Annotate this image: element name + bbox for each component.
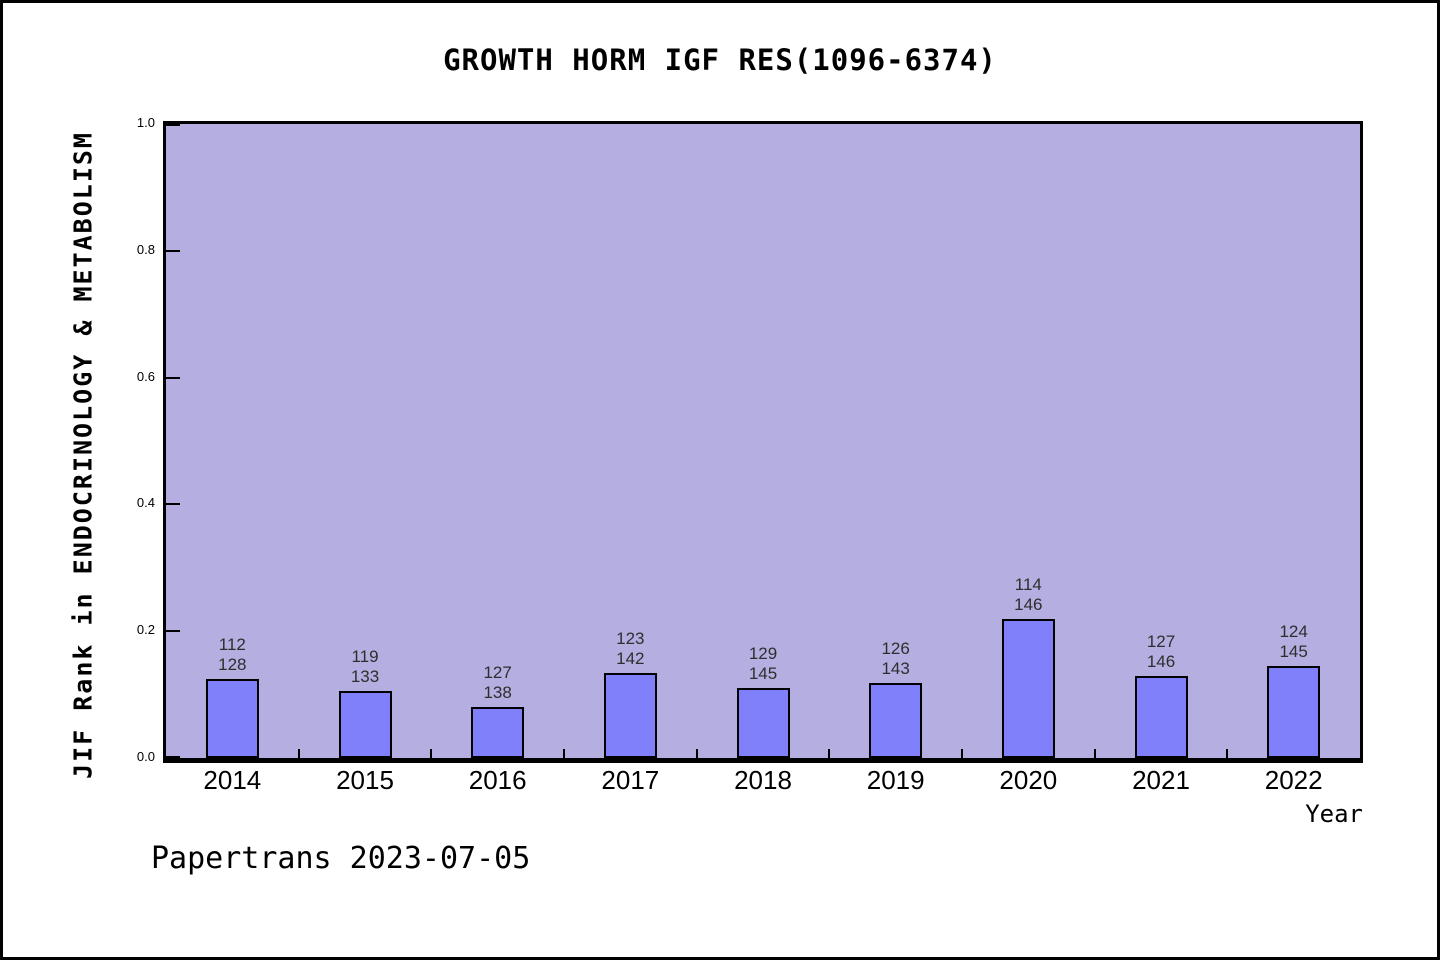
bar-2018: [736, 688, 790, 758]
y-tick-mark: [166, 756, 180, 758]
footer-watermark: Papertrans 2023-07-05: [151, 841, 531, 876]
x-axis-label: Year: [1305, 800, 1363, 828]
y-axis-label: JIF Rank in ENDOCRINOLOGY & METABOLISM: [68, 131, 98, 779]
bar-2022: [1267, 666, 1321, 758]
year-label-2020: 2020: [999, 765, 1058, 795]
x-tick-mark: [297, 749, 300, 758]
y-tick-label: 0.8: [136, 241, 155, 257]
x-tick-mark: [1093, 749, 1096, 758]
y-tick-mark: [166, 250, 180, 252]
year-label-2015: 2015: [336, 765, 394, 795]
bar-2017: [603, 673, 657, 758]
y-tick-mark: [166, 630, 180, 632]
plot-area: 112 128 119 133 127 138 123 142 129 145 126 1…: [163, 121, 1363, 763]
y-tick-mark: [166, 503, 180, 505]
bar-2014: [205, 679, 259, 758]
year-label-2019: 2019: [866, 765, 925, 795]
y-tick-mark: [166, 377, 180, 379]
x-tick-mark: [961, 749, 963, 758]
x-tick-mark: [563, 749, 565, 758]
year-label-2022: 2022: [1264, 765, 1323, 795]
bar-value-label-2022: 124 145: [1279, 622, 1308, 661]
x-tick-mark: [430, 749, 433, 758]
year-label-2014: 2014: [203, 765, 262, 795]
bar-value-label-2014: 112 128: [218, 635, 247, 674]
x-tick-mark: [828, 749, 831, 758]
bar-value-label-2015: 119 133: [350, 647, 380, 686]
chart-title: GROWTH HORM IGF RES(1096-6374): [443, 43, 997, 77]
bar-value-label-2018: 129 145: [748, 644, 778, 683]
y-tick-label: 0.4: [136, 495, 155, 511]
bar-2015: [338, 691, 392, 758]
year-label-2021: 2021: [1132, 765, 1190, 795]
bar-value-label-2019: 126 143: [881, 639, 910, 678]
bar-value-label-2017: 123 142: [616, 629, 645, 668]
year-label-2017: 2017: [601, 765, 660, 795]
plot-layer: 112 128 119 133 127 138 123 142 129 145 126 1…: [166, 124, 1360, 758]
y-tick-label: 0.0: [136, 749, 155, 764]
y-tick-mark: [166, 124, 180, 126]
y-tick-label: 1.0: [136, 115, 155, 130]
year-label-2018: 2018: [734, 765, 792, 795]
year-label-2016: 2016: [468, 765, 527, 795]
bar-2019: [869, 683, 923, 758]
bar-value-label-2020: 114 146: [1014, 575, 1043, 614]
bar-value-label-2016: 127 138: [483, 663, 512, 702]
y-tick-label: 0.6: [136, 368, 155, 384]
bar-2016: [471, 707, 525, 758]
y-tick-label: 0.2: [136, 622, 155, 638]
bar-value-label-2021: 127 146: [1146, 632, 1176, 671]
x-tick-mark: [695, 749, 698, 758]
x-tick-mark: [1226, 749, 1229, 758]
bar-2020: [1001, 619, 1055, 758]
bar-2021: [1134, 676, 1188, 758]
